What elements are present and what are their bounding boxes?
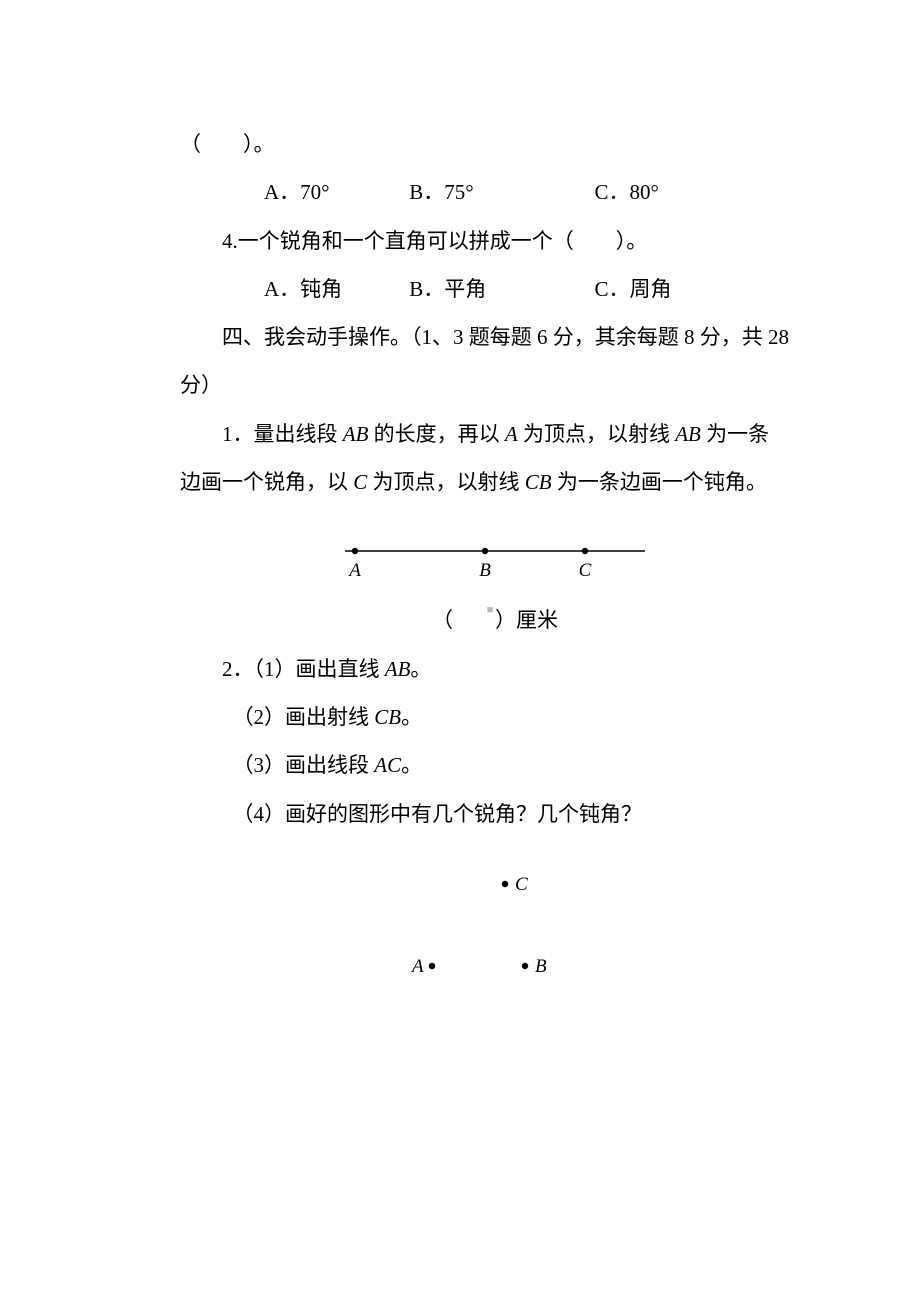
s4q1-c: C: [353, 470, 367, 494]
s4q2-l2a: （2）画出射线: [233, 705, 375, 729]
section4-heading-a: 四、我会动手操作。（1、3 题每题 6 分，其余每题 8 分，共 28: [180, 313, 810, 361]
q4-option-a: A．钝角: [222, 265, 362, 313]
s4q1-a: A: [505, 422, 518, 446]
s4q2-cb: CB: [374, 705, 401, 729]
s4q2-ac: AC: [374, 753, 401, 777]
s4q1-l2a: 边画一个锐角，以: [180, 470, 353, 494]
s4q2-figure: C A B: [180, 866, 810, 986]
s4q2-l2: （2）画出射线 CB。: [180, 693, 810, 741]
q4-option-b: B．平角: [367, 265, 547, 313]
svg-text:A: A: [347, 560, 361, 581]
s4q1-caption: （ ）厘米: [432, 608, 558, 632]
s4q1-l1c: 为顶点，以射线: [518, 422, 676, 446]
s4q2-l2b: 。: [401, 705, 422, 729]
s4q1-l1a: 1．量出线段: [222, 422, 343, 446]
s4q1-line1: 1．量出线段 AB 的长度，再以 A 为顶点，以射线 AB 为一条: [180, 410, 810, 458]
q3-options: A．70° B．75° C．80°: [180, 168, 810, 216]
s4q2-ab: AB: [385, 657, 411, 681]
s4q1-caption-row: ■ （ ）厘米: [180, 596, 810, 644]
s4q2-l3a: （3）画出线段: [233, 753, 375, 777]
s4q1-l1b: 的长度，再以: [368, 422, 505, 446]
worksheet-page: （ ）。 A．70° B．75° C．80° 4.一个锐角和一个直角可以拼成一个…: [0, 0, 920, 1302]
svg-text:C: C: [579, 560, 592, 581]
q3-option-a: A．70°: [222, 168, 362, 216]
section4-heading-b: 分）: [180, 361, 810, 409]
q4-option-c: C．周角: [553, 265, 672, 313]
q4-text: 4.一个锐角和一个直角可以拼成一个（ ）。: [180, 217, 810, 265]
s4q1-ab: AB: [343, 422, 369, 446]
svg-text:C: C: [515, 874, 528, 895]
q4-options: A．钝角 B．平角 C．周角: [180, 265, 810, 313]
q3-option-c: C．80°: [553, 168, 659, 216]
s4q1-cb: CB: [525, 470, 552, 494]
svg-text:A: A: [410, 956, 424, 977]
line-abc-svg: A B C: [335, 536, 655, 586]
svg-text:B: B: [479, 560, 491, 581]
s4q2-l3: （3）画出线段 AC。: [180, 741, 810, 789]
s4q2-l1: 2．（1）画出直线 AB。: [180, 645, 810, 693]
svg-text:B: B: [535, 956, 547, 977]
s4q2-l4: （4）画好的图形中有几个锐角？几个钝角？: [180, 790, 810, 838]
s4q1-line2: 边画一个锐角，以 C 为顶点，以射线 CB 为一条边画一个钝角。: [180, 458, 810, 506]
q3-option-b: B．75°: [367, 168, 547, 216]
s4q2-l1a: 2．（1）画出直线: [222, 657, 385, 681]
q3-tail: （ ）。: [180, 120, 810, 168]
s4q2-l3b: 。: [401, 753, 422, 777]
s4q1-l2b: 为顶点，以射线: [367, 470, 525, 494]
s4q1-figure: A B C: [180, 536, 810, 586]
points-abc-svg: C A B: [400, 866, 590, 986]
s4q2-l1b: 。: [410, 657, 431, 681]
s4q1-ab2: AB: [675, 422, 701, 446]
s4q1-l2c: 为一条边画一个钝角。: [552, 470, 767, 494]
s4q1-l1d: 为一条: [701, 422, 769, 446]
